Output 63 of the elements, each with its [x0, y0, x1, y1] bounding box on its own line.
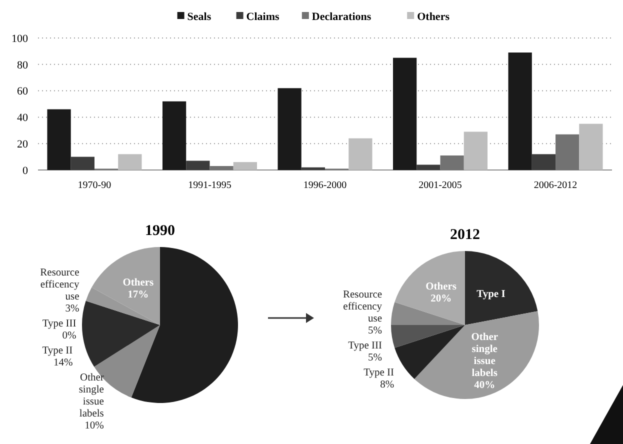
bar	[393, 58, 417, 170]
bar	[210, 166, 234, 170]
pie-slice	[391, 325, 465, 348]
data-label: 5%	[368, 352, 382, 364]
bar	[532, 154, 556, 170]
data-label: 40%	[474, 380, 496, 392]
pie-slice	[391, 302, 465, 325]
pie-slice	[414, 311, 539, 399]
bar	[233, 162, 257, 170]
slice-label: Resource efficency use	[40, 268, 80, 302]
y-tick-label: 60	[17, 86, 28, 98]
pie-slice	[394, 251, 465, 325]
bar	[556, 134, 580, 170]
bar	[301, 167, 325, 170]
bar	[70, 156, 94, 170]
data-label: 10%	[84, 420, 104, 432]
x-tick-label: 2006-2012	[534, 180, 578, 191]
legend-label: Others	[417, 10, 450, 23]
x-tick-label: 1991-1995	[188, 180, 232, 191]
legend-label: Claims	[246, 10, 280, 23]
bar	[47, 109, 71, 170]
bar	[579, 124, 603, 170]
bar	[416, 164, 440, 170]
data-label: 17%	[128, 290, 149, 301]
bar	[162, 101, 186, 170]
x-tick-label: 1970-90	[78, 180, 112, 191]
category-label: Type III	[42, 318, 76, 330]
data-label: 20%	[430, 294, 452, 305]
slice-label: Others	[122, 278, 154, 289]
bar	[118, 154, 142, 170]
x-tick-label: 2001-2005	[418, 180, 462, 191]
pie-slice	[394, 325, 465, 379]
x-tick-label: 1996-2000	[303, 180, 347, 191]
bar	[348, 138, 372, 170]
bar	[508, 52, 532, 170]
y-tick-label: 0	[22, 164, 28, 177]
slice-label: Type II	[42, 346, 74, 356]
slice-label: Resource efficency use	[342, 289, 383, 324]
pie-slice	[82, 300, 160, 367]
chart-title: 2012	[450, 227, 480, 243]
data-label: 8%	[380, 379, 394, 390]
chart-title: 1990	[145, 223, 175, 239]
slice-label: Type III	[348, 340, 383, 352]
legend-label: Declarations	[312, 10, 372, 23]
text: 0%	[62, 330, 76, 342]
slice-label: Type II	[364, 367, 395, 378]
bar	[440, 155, 464, 170]
y-tick-label: 80	[17, 59, 28, 72]
slice-label: Type I	[476, 289, 506, 300]
slice-label: Other single issue labels	[78, 372, 104, 420]
data-label: 3%	[65, 304, 80, 314]
y-tick-label: 20	[17, 138, 28, 150]
legend-label: Seals	[187, 10, 212, 23]
data-label: 5%	[368, 325, 382, 336]
y-tick-label: 100	[12, 32, 28, 45]
bar	[464, 132, 488, 170]
pie-slice	[465, 251, 538, 325]
y-tick-label: 40	[17, 112, 28, 124]
data-label: 14%	[53, 358, 73, 368]
bar	[186, 160, 210, 170]
slice-label: Others	[426, 282, 457, 293]
slice-label: Other single issue labels	[471, 332, 498, 380]
bar	[278, 88, 302, 170]
